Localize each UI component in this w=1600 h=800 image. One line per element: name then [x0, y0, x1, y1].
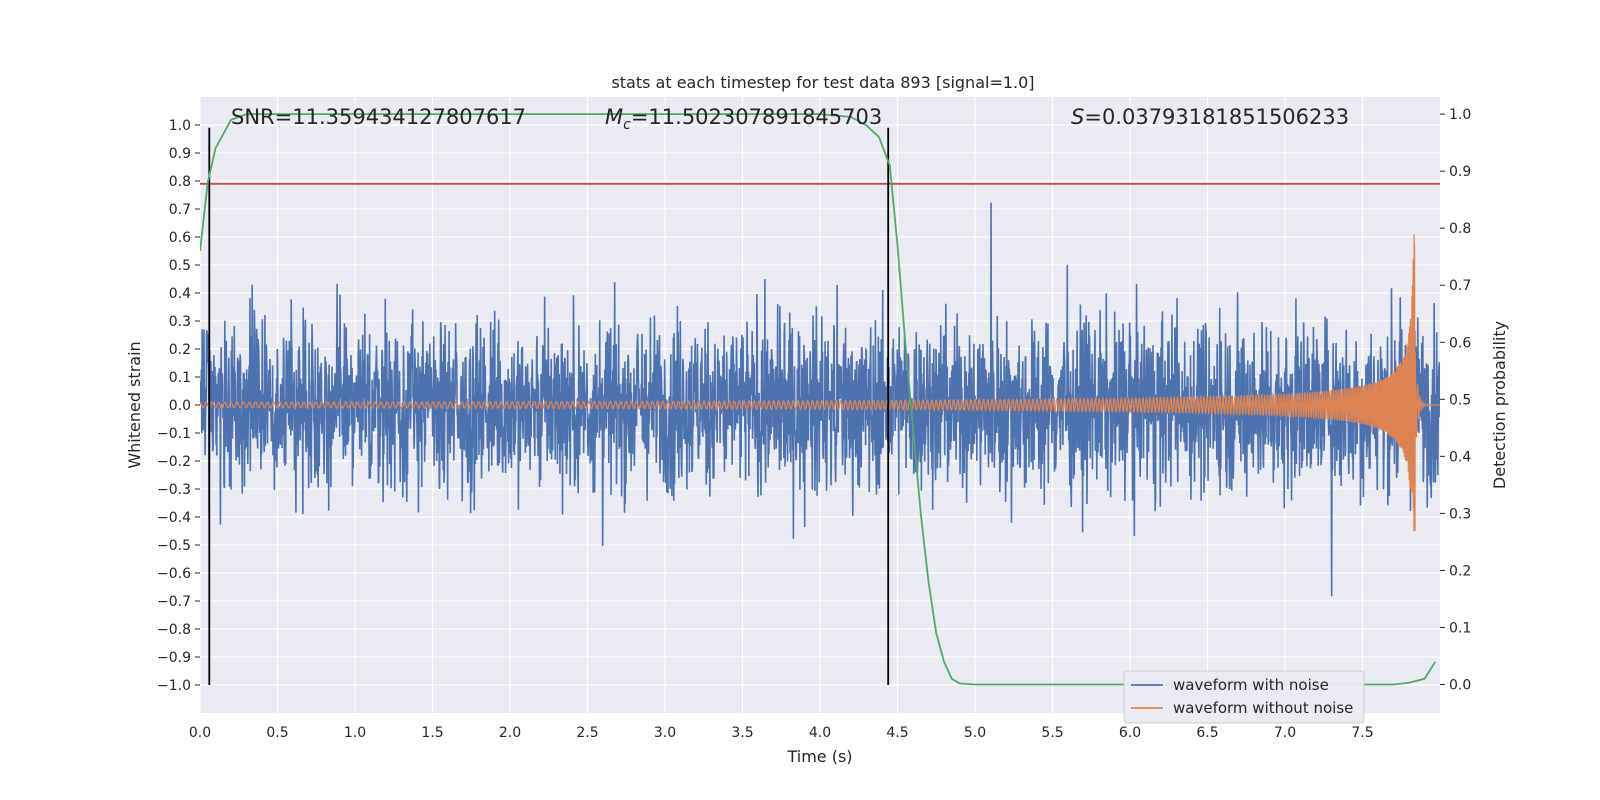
y2-axis-ticks: 1.0 0.9 0.8 0.7 0.6 0.5 0.4 0.3 0.2 0.1 0.0	[1440, 107, 1471, 693]
y2-tick-label: 0.4	[1449, 449, 1471, 465]
y-tick-label: −0.9	[157, 650, 191, 666]
y2-tick-label: 0.1	[1449, 620, 1471, 636]
y-tick-label: −0.2	[157, 454, 191, 470]
y-axis-ticks: 1.0 0.9 0.8 0.7 0.6 0.5 0.4 0.3 0.2 0.1 0.0 −0.1 −0.…	[157, 118, 200, 694]
x-tick-label: 1.0	[344, 725, 366, 741]
y2-tick-label: 0.6	[1449, 335, 1471, 351]
y2-tick-label: 0.0	[1449, 677, 1471, 693]
chirp-mass-annotation: Mc=11.502307891845703	[605, 105, 882, 133]
x-tick-label: 6.0	[1119, 725, 1141, 741]
y-tick-label: −0.6	[157, 566, 191, 582]
y-tick-label: −0.5	[157, 538, 191, 554]
x-tick-label: 0.0	[189, 725, 211, 741]
y-tick-label: 0.1	[169, 370, 191, 386]
legend: waveform with noise waveform without noi…	[1123, 670, 1365, 724]
x-tick-label: 5.5	[1041, 725, 1063, 741]
x-tick-label: 2.0	[499, 725, 521, 741]
y-tick-label: 0.7	[169, 202, 191, 218]
y2-tick-label: 0.9	[1449, 164, 1471, 180]
x-tick-label: 2.5	[576, 725, 598, 741]
y2-tick-label: 0.5	[1449, 392, 1471, 408]
y-tick-label: −0.1	[157, 426, 191, 442]
y2-tick-label: 0.2	[1449, 563, 1471, 579]
y-tick-label: 0.4	[169, 286, 191, 302]
s-symbol: S	[1071, 105, 1084, 129]
y-tick-label: −0.7	[157, 594, 191, 610]
y2-axis-label: Detection probability	[1490, 321, 1509, 489]
y2-tick-label: 0.8	[1449, 221, 1471, 237]
x-tick-label: 4.0	[809, 725, 831, 741]
x-tick-label: 1.5	[421, 725, 443, 741]
y-tick-label: −0.8	[157, 622, 191, 638]
y-tick-label: 0.9	[169, 146, 191, 162]
y-tick-label: 0.2	[169, 342, 191, 358]
y-tick-label: −0.4	[157, 510, 191, 526]
legend-box	[1123, 670, 1365, 724]
chirp-mass-subscript: c	[623, 117, 631, 133]
x-tick-label: 4.5	[886, 725, 908, 741]
snr-annotation: SNR=11.359434127807617	[231, 105, 526, 129]
x-tick-label: 3.0	[654, 725, 676, 741]
x-tick-label: 5.0	[964, 725, 986, 741]
x-tick-label: 3.5	[731, 725, 753, 741]
y-tick-label: 0.5	[169, 258, 191, 274]
y-axis-label: Whitened strain	[125, 341, 144, 468]
y2-tick-label: 0.3	[1449, 506, 1471, 522]
x-axis-ticks: 0.0 0.5 1.0 1.5 2.0 2.5 3.0 3.5 4.0 4.5 5.0 5.5 6.0 6…	[189, 725, 1374, 741]
chirp-mass-symbol: M	[605, 105, 623, 129]
x-tick-label: 6.5	[1196, 725, 1218, 741]
y-tick-label: 1.0	[169, 118, 191, 134]
s-value: =0.03793181851506233	[1084, 105, 1349, 129]
chirp-mass-value: =11.502307891845703	[631, 105, 882, 129]
y-tick-label: 0.6	[169, 230, 191, 246]
y-tick-label: 0.3	[169, 314, 191, 330]
s-annotation: S=0.03793181851506233	[1071, 105, 1349, 129]
legend-label-noisy: waveform with noise	[1173, 676, 1329, 694]
x-axis-label: Time (s)	[786, 747, 852, 766]
x-tick-label: 0.5	[266, 725, 288, 741]
chart-title: stats at each timestep for test data 893…	[611, 73, 1034, 92]
y-tick-label: −0.3	[157, 482, 191, 498]
y-tick-label: 0.0	[169, 398, 191, 414]
legend-label-clean: waveform without noise	[1173, 699, 1353, 717]
y-tick-label: 0.8	[169, 174, 191, 190]
series-waveform-without-noise	[200, 233, 1440, 532]
y2-tick-label: 0.7	[1449, 278, 1471, 294]
x-tick-label: 7.5	[1351, 725, 1373, 741]
y2-tick-label: 1.0	[1449, 107, 1471, 123]
x-tick-label: 7.0	[1274, 725, 1296, 741]
y-tick-label: −1.0	[157, 678, 191, 694]
